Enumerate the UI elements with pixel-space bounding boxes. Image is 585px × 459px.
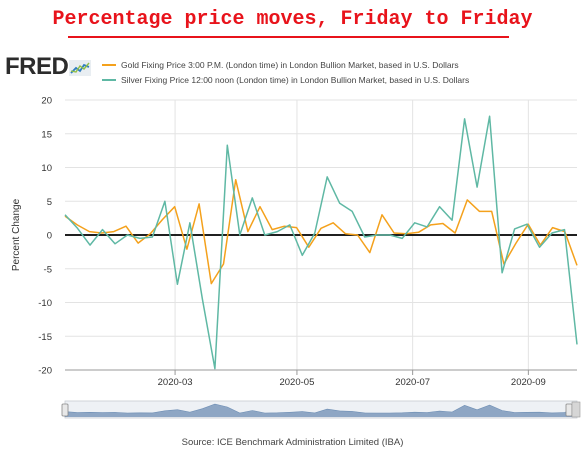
y-axis-label: Percent Change [11,198,22,271]
legend-label-gold: Gold Fixing Price 3:00 P.M. (London time… [121,59,459,70]
navigator-scroll-end[interactable] [571,401,581,418]
y-tick-label: -15 [38,332,52,343]
title-underline [68,36,509,38]
line-chart: 20 15 10 5 0 -5 -10 -15 -20 2020-03 2020-05 2020-07… [11,96,581,419]
navigator-handle-left[interactable] [61,403,69,417]
legend-item-gold[interactable]: Gold Fixing Price 3:00 P.M. (London time… [102,57,469,72]
legend-swatch-gold [102,63,116,66]
x-tick-label: 2020-07 [395,377,430,388]
y-tick-label: -5 [44,264,52,275]
legend-item-silver[interactable]: Silver Fixing Price 12:00 noon (London t… [102,72,469,87]
fred-logo[interactable]: FRED [5,53,92,81]
y-tick-label: 15 [41,129,52,140]
navigator-handle-right[interactable] [565,403,573,417]
navigator-sparkline [64,403,578,417]
y-tick-label: 0 [47,231,52,242]
fred-logo-text: FRED [5,53,69,80]
series-line-silver [64,115,578,370]
x-tick-label: 2020-09 [511,377,546,388]
y-tick-label: -20 [38,366,52,377]
source-note: Source: ICE Benchmark Administration Lim… [181,437,404,448]
legend: Gold Fixing Price 3:00 P.M. (London time… [102,57,469,87]
y-tick-label: -10 [38,298,52,309]
y-tick-label: 5 [47,197,52,208]
range-navigator[interactable] [61,400,581,419]
y-tick-label: 20 [41,96,52,107]
x-tick-label: 2020-05 [279,377,314,388]
y-tick-label: 10 [41,163,52,174]
legend-swatch-silver [102,78,116,81]
legend-label-silver: Silver Fixing Price 12:00 noon (London t… [121,74,470,85]
axes: 20 15 10 5 0 -5 -10 -15 -20 2020-03 2020-05 2020-07… [38,96,577,388]
fred-chart-icon [69,59,92,76]
x-tick-label: 2020-03 [158,377,193,388]
series-lines [64,115,578,370]
page-title: Percentage price moves, Friday to Friday [52,8,533,31]
series-line-gold [64,178,578,285]
